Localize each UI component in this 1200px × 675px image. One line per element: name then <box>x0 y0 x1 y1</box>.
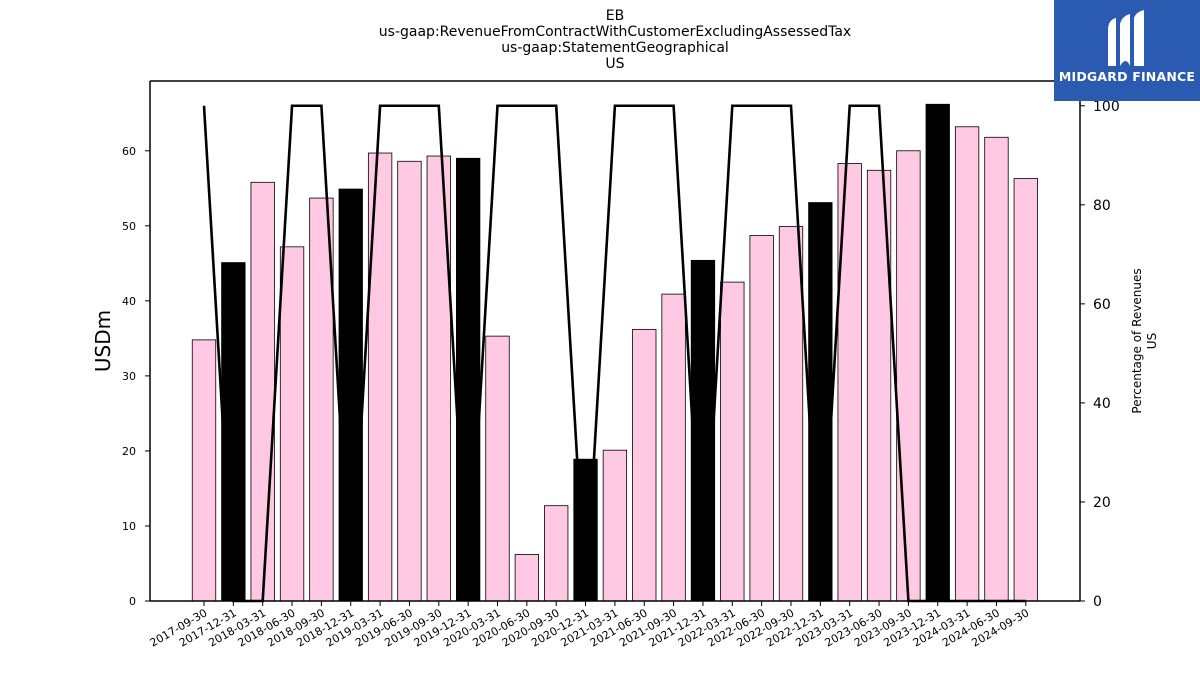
bar-2022-09-30 <box>778 226 804 602</box>
bar-2018-12-31 <box>338 188 363 602</box>
y-axis-label: USDm <box>91 310 115 372</box>
y-tick-label-60: 60 <box>122 145 136 158</box>
bar-2022-12-31 <box>808 202 833 602</box>
bar-2017-09-30 <box>191 339 217 602</box>
title-line-3: US <box>605 56 624 72</box>
y2-axis-label: Percentage of Revenues US <box>1130 268 1159 413</box>
percentage-series-line <box>202 104 1026 603</box>
logo-text: MIDGARD FINANCE <box>1058 69 1196 84</box>
y2-tick-label-80: 80 <box>1093 198 1111 214</box>
bar-2019-06-30 <box>397 160 422 602</box>
y-tick-label-0: 0 <box>129 595 136 608</box>
title-line-1: us-gaap:RevenueFromContractWithCustomerE… <box>379 24 851 40</box>
midgard-finance-logo: MIDGARD FINANCE <box>1054 0 1200 101</box>
y2-axis-ticks: 0 20 40 60 80 100 <box>1080 99 1120 610</box>
chart-title: EBus-gaap:RevenueFromContractWithCustome… <box>379 8 851 72</box>
y-tick-label-10: 10 <box>122 520 136 533</box>
percentage-line <box>202 104 1026 603</box>
bar-2024-03-31 <box>954 126 980 602</box>
bar-2020-06-30 <box>514 554 539 602</box>
bar-2022-03-31 <box>720 281 745 602</box>
bar-2021-09-30 <box>661 293 686 602</box>
bar-2020-03-31 <box>485 335 510 602</box>
bar-2023-12-31 <box>925 103 950 602</box>
bar-2019-12-31 <box>455 157 481 602</box>
y2-axis-label-line-0: Percentage of Revenues <box>1130 268 1144 413</box>
title-line-2: us-gaap:StatementGeographical <box>501 40 729 56</box>
bar-2020-09-30 <box>544 505 569 602</box>
y-tick-label-30: 30 <box>122 370 136 383</box>
y-tick-label-50: 50 <box>122 220 136 233</box>
bars <box>191 103 1038 602</box>
bar-2023-09-30 <box>896 150 921 602</box>
y2-tick-label-60: 60 <box>1093 297 1111 313</box>
bar-2024-09-30 <box>1013 178 1038 602</box>
bar-2021-06-30 <box>632 328 657 602</box>
midgard-logo-icon <box>1108 10 1144 66</box>
bar-2021-12-31 <box>690 259 716 602</box>
bar-2018-06-30 <box>279 246 305 602</box>
y-tick-label-20: 20 <box>122 445 136 458</box>
title-line-0: EB <box>606 8 624 24</box>
bar-2018-03-31 <box>250 181 275 602</box>
bar-2019-03-31 <box>367 152 393 602</box>
y2-tick-label-20: 20 <box>1093 495 1111 511</box>
y2-tick-label-0: 0 <box>1093 594 1102 610</box>
y-tick-label-40: 40 <box>122 295 136 308</box>
bar-2022-06-30 <box>749 235 774 602</box>
y-axis-ticks: 0 10 20 30 40 50 60 <box>122 145 150 608</box>
bar-2021-03-31 <box>602 449 628 602</box>
x-axis-ticks: 2017-09-302017-12-312018-03-312018-06-30… <box>148 601 1031 650</box>
bar-2017-12-31 <box>221 262 246 602</box>
bar-2024-06-30 <box>984 136 1009 602</box>
y2-axis-label-line-1: US <box>1145 333 1159 349</box>
y2-tick-label-40: 40 <box>1093 396 1111 412</box>
y2-tick-label-100: 100 <box>1093 99 1120 115</box>
